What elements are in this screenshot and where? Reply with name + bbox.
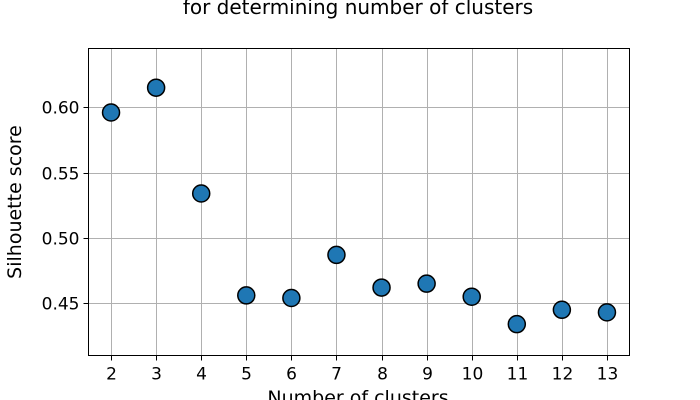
x-tick-label: 12 (552, 365, 574, 385)
data-points (101, 78, 617, 334)
data-point (597, 303, 617, 322)
x-axis-label: Number of clusters (267, 387, 448, 400)
y-axis-ticks: 0.45 0.50 0.55 0.60 (42, 99, 89, 315)
y-tick-label: 0.55 (42, 165, 80, 185)
data-point (327, 245, 346, 265)
x-tick-label: 3 (151, 365, 162, 385)
y-tick-label: 0.50 (42, 230, 80, 250)
y-tick-label: 0.60 (42, 99, 80, 119)
data-point (282, 288, 301, 308)
y-axis-label: Silhouette score (4, 125, 26, 279)
data-point (191, 184, 211, 203)
x-tick-label: 10 (462, 365, 484, 385)
data-point (552, 300, 572, 320)
x-tick-label: 4 (196, 365, 207, 385)
plot-frame (88, 48, 630, 356)
x-tick-label: 9 (422, 365, 433, 385)
x-tick-label: 5 (241, 365, 252, 385)
grid (88, 48, 630, 356)
x-tick-label: 6 (286, 365, 297, 385)
data-point (417, 274, 436, 293)
chart-title: for determining number of clusters (183, 0, 533, 19)
x-tick-label: 13 (597, 365, 619, 385)
data-point (372, 278, 391, 297)
x-tick-label: 8 (377, 365, 388, 385)
x-tick-label: 2 (106, 365, 117, 385)
x-axis-ticks: 2 3 4 5 6 7 8 9 10 11 12 13 (106, 355, 619, 385)
data-point (146, 78, 166, 97)
data-point (237, 286, 256, 305)
y-tick-label: 0.45 (42, 295, 80, 315)
x-tick-label: 7 (331, 365, 342, 385)
data-point (462, 287, 481, 306)
data-point (101, 103, 121, 122)
data-point (507, 314, 527, 334)
x-tick-label: 11 (507, 365, 529, 385)
